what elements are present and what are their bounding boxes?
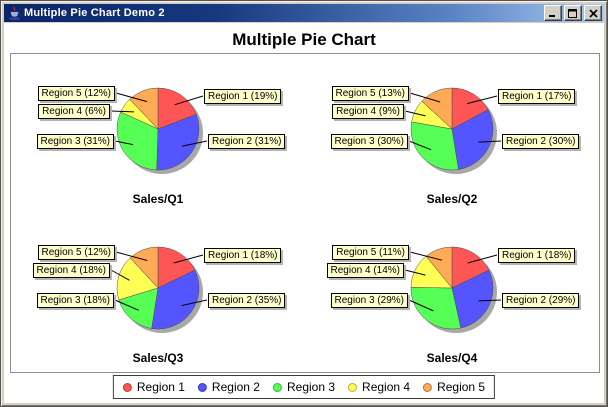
label-leader-line	[467, 95, 498, 105]
slice-label-region-4: Region 4 (18%)	[32, 263, 110, 278]
pie-slice-region-1[interactable]	[451, 87, 489, 130]
label-leader-line	[467, 254, 498, 264]
label-leader-line	[404, 110, 426, 117]
maximize-icon	[568, 8, 577, 18]
close-button[interactable]	[584, 5, 602, 21]
legend-swatch-icon	[348, 382, 358, 392]
slice-label-region-2: Region 2 (31%)	[208, 134, 286, 149]
chart-panel: Multiple Pie Chart Region 1 (19%) Region …	[4, 23, 604, 403]
pie-subtitle-sales-q2: Sales/Q2	[426, 192, 478, 206]
legend-label: Region 5	[437, 380, 486, 394]
legend-label: Region 2	[211, 380, 260, 394]
pie-plot-sales-q2	[404, 87, 502, 174]
legend-item-region-2: Region 2	[197, 380, 260, 394]
legend-label: Region 3	[286, 380, 336, 394]
maximize-button[interactable]	[564, 5, 582, 21]
plot-area: Region 1 (19%) Region 2 (31%) Region 3 (31…	[10, 53, 600, 373]
pie-plot-sales-q1	[110, 87, 208, 174]
slice-label-region-3: Region 3 (29%)	[330, 293, 408, 308]
slice-label-region-4: Region 4 (14%)	[326, 263, 404, 278]
pie-slice-region-1[interactable]	[157, 87, 197, 130]
java-coffee-cup-icon[interactable]	[7, 6, 22, 21]
slice-label-region-1: Region 1 (18%)	[498, 248, 576, 263]
slice-label-region-5: Region 5 (13%)	[331, 86, 409, 101]
legend: Region 1 Region 2 Region 3 Region 4 Region 5	[112, 375, 496, 399]
slice-label-region-3: Region 3 (30%)	[330, 134, 408, 149]
minimize-icon	[549, 14, 555, 17]
slice-label-region-2: Region 2 (30%)	[502, 134, 580, 149]
pie-slice-region-3[interactable]	[410, 121, 459, 171]
label-leader-line	[181, 140, 208, 147]
close-icon	[588, 8, 598, 18]
pie-chart-sales-q1: Region 1 (19%) Region 2 (31%) Region 3 (31…	[11, 54, 305, 213]
slice-label-region-5: Region 5 (12%)	[37, 245, 115, 260]
slice-label-region-4: Region 4 (6%)	[38, 104, 110, 119]
pie-slice-region-4[interactable]	[116, 257, 159, 301]
label-leader-line	[408, 140, 432, 151]
label-leader-line	[478, 299, 502, 302]
legend-item-region-4: Region 4	[348, 380, 410, 394]
pie-slice-region-3[interactable]	[116, 111, 159, 171]
label-leader-line	[409, 92, 441, 103]
pie-plot-sales-q3	[110, 246, 208, 333]
slice-label-region-3: Region 3 (18%)	[36, 293, 114, 308]
label-leader-line	[404, 269, 426, 276]
titlebar[interactable]: Multiple Pie Chart Demo 2	[4, 4, 604, 22]
label-leader-line	[174, 95, 204, 106]
label-leader-line	[114, 140, 134, 146]
label-leader-line	[115, 92, 148, 103]
slice-label-region-5: Region 5 (12%)	[37, 86, 115, 101]
label-leader-line	[408, 299, 434, 312]
pie-slice-region-3[interactable]	[118, 287, 159, 329]
legend-label: Region 4	[362, 380, 411, 394]
slice-label-region-2: Region 2 (35%)	[208, 293, 286, 308]
pie-subtitle-sales-q3: Sales/Q3	[132, 351, 184, 365]
label-leader-line	[110, 110, 134, 113]
legend-swatch-icon	[423, 382, 433, 392]
label-leader-line	[181, 299, 208, 307]
slice-label-region-2: Region 2 (29%)	[502, 293, 580, 308]
pie-slice-region-2[interactable]	[451, 109, 494, 170]
legend-item-region-3: Region 3	[272, 380, 336, 394]
pie-slice-region-2[interactable]	[451, 269, 494, 329]
legend-swatch-icon	[272, 382, 282, 392]
window-title: Multiple Pie Chart Demo 2	[24, 7, 165, 19]
slice-label-region-1: Region 1 (17%)	[498, 89, 576, 104]
pie-slice-region-3[interactable]	[410, 287, 462, 330]
pie-slice-region-2[interactable]	[156, 114, 200, 171]
slice-label-region-1: Region 1 (19%)	[204, 89, 282, 104]
legend-item-region-5: Region 5	[423, 380, 485, 394]
label-leader-line	[173, 254, 204, 264]
label-leader-line	[115, 251, 148, 261]
slice-label-region-5: Region 5 (11%)	[332, 245, 409, 260]
pie-chart-sales-q4: Region 1 (18%) Region 2 (29%) Region 3 (29…	[305, 213, 599, 372]
slice-label-region-4: Region 4 (9%)	[332, 104, 404, 119]
pie-slice-region-2[interactable]	[151, 269, 200, 330]
pie-subtitle-sales-q4: Sales/Q4	[426, 351, 478, 365]
pie-slice-region-1[interactable]	[157, 246, 196, 289]
chart-title: Multiple Pie Chart	[232, 30, 376, 49]
slice-label-region-3: Region 3 (31%)	[36, 134, 114, 149]
pie-chart-sales-q3: Region 1 (18%) Region 2 (35%) Region 3 (18…	[11, 213, 305, 372]
label-leader-line	[114, 299, 139, 311]
legend-swatch-icon	[122, 382, 132, 392]
slice-label-region-1: Region 1 (18%)	[204, 248, 282, 263]
label-leader-line	[478, 140, 502, 143]
legend-item-region-1: Region 1	[122, 380, 185, 394]
pie-slice-region-1[interactable]	[451, 246, 490, 289]
label-leader-line	[110, 269, 130, 281]
minimize-button[interactable]	[544, 5, 562, 21]
pie-chart-sales-q2: Region 1 (17%) Region 2 (30%) Region 3 (30…	[305, 54, 599, 213]
legend-swatch-icon	[197, 382, 207, 392]
pie-plot-sales-q4	[404, 246, 502, 333]
pie-subtitle-sales-q1: Sales/Q1	[132, 192, 184, 206]
label-leader-line	[409, 251, 443, 261]
legend-label: Region 1	[136, 380, 185, 394]
